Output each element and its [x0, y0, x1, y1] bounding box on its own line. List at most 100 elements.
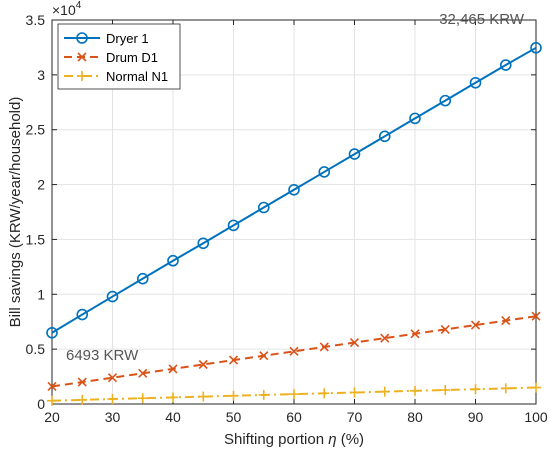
- data-point-dryer-1: [348, 148, 361, 160]
- x-tick-label: 30: [105, 409, 121, 425]
- series-drum-d1: [47, 311, 541, 392]
- data-point-normal-n1: [168, 392, 178, 403]
- y-tick-label: 0.5: [26, 341, 46, 357]
- data-point-dryer-1: [378, 130, 391, 143]
- data-point-normal-n1: [258, 389, 269, 400]
- data-point-dryer-1: [167, 254, 179, 267]
- series-normal-n1: [47, 382, 541, 406]
- series-layer: [46, 42, 542, 406]
- legend-items: Dryer 1 Drum D1 Normal N1: [64, 31, 168, 84]
- series-dryer-1: [46, 42, 542, 339]
- data-point-dryer-1: [227, 219, 240, 232]
- data-point-drum-d1-stroke: [198, 359, 208, 370]
- y-axis-multiplier-base: ×10: [52, 2, 76, 18]
- data-point-dryer-1: [499, 59, 512, 71]
- data-point-normal-n1: [289, 389, 299, 400]
- legend-item-normal-n1: Normal N1: [64, 69, 168, 84]
- data-point-dryer-1: [530, 42, 542, 54]
- data-point-drum-d1-stroke: [470, 320, 481, 330]
- legend-swatch-marker: [77, 52, 87, 62]
- series-line-drum-d1: [51, 315, 537, 388]
- data-point-drum-d1: [138, 368, 148, 378]
- data-point-drum-d1: [319, 342, 329, 352]
- data-point-drum-d1: [107, 373, 118, 383]
- data-point-dryer-1: [106, 290, 119, 303]
- x-tick-label: 80: [407, 409, 423, 425]
- x-tick-label: 70: [347, 409, 363, 425]
- data-point-normal-n1: [440, 385, 451, 396]
- data-point-drum-d1-stroke: [349, 337, 360, 348]
- data-point-dryer-1: [439, 94, 452, 107]
- data-point-normal-n1: [500, 383, 511, 394]
- legend-item-dryer-1: Dryer 1: [64, 31, 149, 46]
- data-point-dryer-1: [257, 201, 270, 214]
- x-axis-title-symbol: η: [328, 431, 336, 448]
- data-point-drum-d1: [168, 364, 178, 374]
- x-tick-label: 50: [226, 409, 242, 425]
- y-axis-title: Bill savings (KRW/year/household): [7, 97, 24, 328]
- data-point-drum-d1-stroke: [410, 329, 420, 339]
- data-point-drum-d1: [259, 351, 269, 361]
- y-axis-multiplier: ×104: [52, 0, 82, 18]
- data-point-drum-d1-stroke: [380, 333, 390, 343]
- data-point-dryer-1: [318, 166, 331, 178]
- legend-label: Normal N1: [106, 69, 168, 84]
- data-point-drum-d1-stroke: [440, 324, 450, 334]
- y-axis-multiplier-exponent: 4: [76, 0, 82, 11]
- data-point-dryer-1: [469, 76, 482, 89]
- data-point-normal-n1: [228, 390, 239, 401]
- data-point-normal-n1: [379, 386, 390, 397]
- legend-label: Dryer 1: [106, 31, 149, 46]
- data-point-drum-d1-stroke: [531, 311, 541, 321]
- x-tick-label: 20: [44, 409, 60, 425]
- data-point-drum-d1: [470, 320, 481, 330]
- data-point-drum-d1-stroke: [47, 381, 57, 392]
- x-tick-label: 60: [286, 409, 302, 425]
- data-point-drum-d1: [440, 324, 450, 334]
- data-point-drum-d1-stroke: [107, 373, 118, 383]
- data-point-normal-n1: [410, 385, 420, 396]
- data-point-drum-d1-stroke: [259, 351, 269, 361]
- data-point-normal-n1: [198, 391, 209, 402]
- data-point-drum-d1-stroke: [228, 355, 239, 365]
- legend-label: Drum D1: [106, 50, 158, 65]
- x-tick-label: 40: [165, 409, 181, 425]
- data-point-drum-d1-stroke: [289, 346, 299, 356]
- data-point-drum-d1: [198, 359, 208, 370]
- data-point-drum-d1-stroke: [77, 377, 87, 387]
- data-point-normal-n1: [107, 394, 118, 405]
- data-point-drum-d1-stroke: [168, 364, 178, 374]
- data-point-drum-d1: [47, 381, 57, 392]
- data-point-normal-n1: [531, 382, 541, 393]
- data-point-normal-n1: [319, 388, 330, 399]
- data-point-drum-d1: [349, 337, 360, 348]
- data-point-dryer-1: [46, 326, 58, 339]
- data-point-drum-d1: [410, 329, 420, 339]
- data-point-dryer-1: [197, 237, 210, 250]
- x-axis-title-unit: (%): [337, 431, 365, 448]
- x-tick-label: 100: [524, 409, 548, 425]
- data-point-drum-d1: [228, 355, 239, 365]
- data-point-dryer-1: [136, 272, 149, 285]
- legend-swatch-marker-stroke: [77, 52, 87, 62]
- data-point-drum-d1-stroke: [138, 368, 148, 378]
- data-point-drum-d1: [501, 316, 511, 326]
- data-point-drum-d1: [380, 333, 390, 343]
- data-point-drum-d1-stroke: [319, 342, 329, 352]
- data-point-drum-d1-stroke: [501, 316, 511, 326]
- y-tick-label: 3: [37, 67, 45, 83]
- y-tick-label: 2: [37, 177, 45, 193]
- legend: Dryer 1 Drum D1 Normal N1: [57, 23, 181, 90]
- y-tick-label: 1: [37, 286, 45, 302]
- x-axis-title-main: Shifting portion: [224, 431, 328, 448]
- data-point-drum-d1: [531, 311, 541, 321]
- x-axis-title: Shifting portion η (%): [224, 431, 364, 448]
- y-tick-label: 1.5: [26, 231, 46, 247]
- annotation-max-savings: 32,465 KRW: [439, 11, 525, 28]
- data-point-dryer-1: [409, 112, 421, 125]
- data-point-drum-d1: [77, 377, 87, 387]
- x-tick-label: 90: [468, 409, 484, 425]
- legend-swatch-marker: [77, 71, 87, 81]
- data-point-dryer-1: [288, 183, 300, 196]
